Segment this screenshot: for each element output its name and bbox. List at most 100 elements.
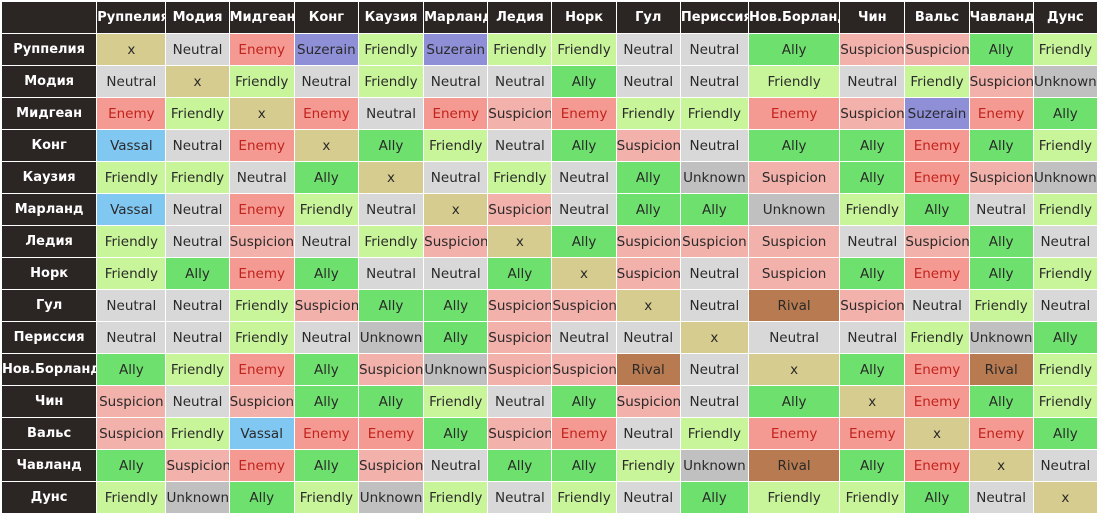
column-header: Ледия xyxy=(487,1,553,34)
relation-cell: Unknown xyxy=(1032,65,1099,98)
relation-cell: Suspicion xyxy=(904,33,970,66)
relation-cell: Suspicion xyxy=(96,417,167,450)
relation-cell: Friendly xyxy=(1032,353,1099,386)
relation-cell: Ally xyxy=(96,353,167,386)
row-header: Марланд xyxy=(0,193,98,226)
row-header: Вальс xyxy=(0,417,98,450)
relation-cell: Neutral xyxy=(968,193,1034,226)
relation-cell: Ally xyxy=(228,481,295,514)
relation-cell: Ally xyxy=(357,385,425,418)
relation-cell: Neutral xyxy=(615,417,681,450)
relation-cell: Neutral xyxy=(679,289,749,322)
corner-cell xyxy=(0,1,98,34)
relation-cell: Neutral xyxy=(165,385,230,418)
column-header: Вальс xyxy=(904,1,970,34)
relation-cell: x xyxy=(487,225,553,258)
relation-cell: Ally xyxy=(839,353,906,386)
relation-cell: Neutral xyxy=(487,129,553,162)
relation-cell: Friendly xyxy=(293,481,359,514)
relation-cell: Suspicion xyxy=(487,289,553,322)
relation-cell: Neutral xyxy=(165,321,230,354)
relation-cell: Neutral xyxy=(679,385,749,418)
relation-cell: Enemy xyxy=(228,257,295,290)
relation-cell: Neutral xyxy=(165,289,230,322)
relation-cell: Unknown xyxy=(679,449,749,482)
relation-cell: Neutral xyxy=(357,257,425,290)
relation-cell: Neutral xyxy=(747,321,841,354)
relation-cell: Friendly xyxy=(615,97,681,130)
row-header: Чин xyxy=(0,385,98,418)
relation-cell: Friendly xyxy=(96,225,167,258)
relation-cell: Suzerain xyxy=(904,97,970,130)
relation-cell: Enemy xyxy=(904,385,970,418)
relation-cell: Ally xyxy=(357,129,425,162)
relation-cell: Suspicion xyxy=(487,417,553,450)
relation-cell: Suspicion xyxy=(551,353,617,386)
relation-cell: x xyxy=(165,65,230,98)
relation-cell: Neutral xyxy=(615,321,681,354)
relation-cell: Friendly xyxy=(165,97,230,130)
relation-cell: Ally xyxy=(487,257,553,290)
row-header: Периссия xyxy=(0,321,98,354)
relation-cell: Suzerain xyxy=(423,33,489,66)
relation-cell: Ally xyxy=(968,225,1034,258)
relation-cell: Friendly xyxy=(1032,257,1099,290)
relation-cell: x xyxy=(615,289,681,322)
relation-cell: Rival xyxy=(615,353,681,386)
relation-cell: Ally xyxy=(968,385,1034,418)
relation-cell: Neutral xyxy=(293,321,359,354)
relation-cell: Ally xyxy=(968,257,1034,290)
relation-cell: Friendly xyxy=(423,481,489,514)
relation-cell: Ally xyxy=(487,449,553,482)
relation-cell: Unknown xyxy=(423,353,489,386)
row-header: Руппелия xyxy=(0,33,98,66)
relation-cell: Neutral xyxy=(165,193,230,226)
table-row: Дунс Friendly Unknown Ally Friendly Unknown Fr… xyxy=(0,481,1099,514)
relation-cell: Neutral xyxy=(487,385,553,418)
relation-cell: Suspicion xyxy=(96,385,167,418)
relation-cell: Rival xyxy=(968,353,1034,386)
column-header: Конг xyxy=(293,1,359,34)
relation-cell: x xyxy=(551,257,617,290)
relation-cell: Neutral xyxy=(357,193,425,226)
column-header: Каузия xyxy=(357,1,425,34)
header-row: Руппелия Модия Мидгеан Конг Каузия Марланд Лед… xyxy=(0,1,1099,34)
row-header: Мидгеан xyxy=(0,97,98,130)
relation-cell: Friendly xyxy=(165,161,230,194)
relation-cell: Neutral xyxy=(679,353,749,386)
row-header: Чавланд xyxy=(0,449,98,482)
relation-cell: Enemy xyxy=(96,97,167,130)
relation-cell: Suspicion xyxy=(357,353,425,386)
relation-cell: Suspicion xyxy=(615,225,681,258)
relation-cell: Enemy xyxy=(904,161,970,194)
relation-cell: Ally xyxy=(357,289,425,322)
column-header: Нов.Борланд xyxy=(747,1,841,34)
relation-cell: Suspicion xyxy=(615,129,681,162)
relation-cell: Friendly xyxy=(968,289,1034,322)
relation-cell: x xyxy=(96,33,167,66)
row-header: Норк xyxy=(0,257,98,290)
relation-cell: Friendly xyxy=(96,161,167,194)
relation-cell: Neutral xyxy=(487,481,553,514)
relation-cell: Neutral xyxy=(615,33,681,66)
relation-cell: Friendly xyxy=(487,161,553,194)
relation-cell: x xyxy=(679,321,749,354)
relation-cell: Friendly xyxy=(679,97,749,130)
relation-cell: Suzerain xyxy=(293,33,359,66)
table-body: Руппелия x Neutral Enemy Suzerain Friendly Suz… xyxy=(0,33,1099,514)
relation-cell: Neutral xyxy=(679,257,749,290)
relation-cell: x xyxy=(839,385,906,418)
relation-cell: Enemy xyxy=(904,353,970,386)
relation-cell: Neutral xyxy=(423,161,489,194)
relation-cell: Neutral xyxy=(679,129,749,162)
relation-cell: x xyxy=(904,417,970,450)
relation-cell: Ally xyxy=(551,65,617,98)
relation-cell: Friendly xyxy=(165,353,230,386)
relation-cell: Enemy xyxy=(228,353,295,386)
relation-cell: Suspicion xyxy=(487,97,553,130)
relation-cell: Neutral xyxy=(679,33,749,66)
relation-cell: Neutral xyxy=(96,321,167,354)
relation-cell: Neutral xyxy=(423,65,489,98)
relation-cell: Suspicion xyxy=(487,353,553,386)
